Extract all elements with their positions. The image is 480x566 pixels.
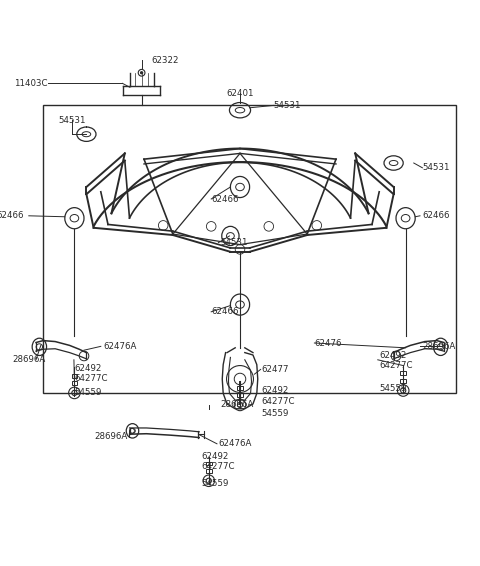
- Text: 62466: 62466: [211, 195, 239, 204]
- Bar: [43, 105, 456, 393]
- Text: 62492
64277C: 62492 64277C: [202, 452, 235, 471]
- Text: 62476A: 62476A: [103, 342, 137, 351]
- Text: 54531: 54531: [58, 115, 86, 125]
- Text: 62466: 62466: [211, 307, 239, 316]
- Text: 62492
64277C: 62492 64277C: [379, 351, 413, 371]
- Text: 28696A: 28696A: [422, 342, 456, 351]
- Bar: [237, 385, 243, 389]
- Text: 11403C: 11403C: [14, 79, 48, 88]
- Text: 54531: 54531: [274, 101, 301, 110]
- Bar: [72, 381, 77, 385]
- Text: 54531: 54531: [221, 238, 248, 247]
- Text: 62476: 62476: [314, 338, 342, 348]
- Text: 54559: 54559: [202, 479, 229, 488]
- Circle shape: [141, 72, 143, 74]
- Text: 28696A: 28696A: [221, 400, 254, 409]
- Text: 54531: 54531: [422, 164, 450, 172]
- Text: 62476A: 62476A: [218, 439, 252, 448]
- Text: 62492
64277C: 62492 64277C: [262, 386, 295, 405]
- Text: 62492
64277C: 62492 64277C: [74, 363, 108, 383]
- Text: 54559: 54559: [262, 409, 289, 418]
- Text: 62322: 62322: [151, 56, 179, 65]
- Text: 28696A: 28696A: [94, 432, 127, 441]
- Bar: [206, 461, 212, 465]
- Text: 62401: 62401: [226, 89, 254, 98]
- Bar: [400, 379, 406, 383]
- Text: 62477: 62477: [262, 365, 289, 374]
- Text: 54559: 54559: [74, 388, 102, 397]
- Bar: [72, 374, 77, 378]
- Bar: [400, 371, 406, 375]
- Text: 62466: 62466: [0, 211, 24, 220]
- Text: 28696A: 28696A: [12, 355, 45, 365]
- Bar: [237, 393, 243, 397]
- Text: 54559: 54559: [379, 384, 407, 393]
- Text: 62466: 62466: [422, 211, 450, 220]
- Bar: [206, 469, 212, 473]
